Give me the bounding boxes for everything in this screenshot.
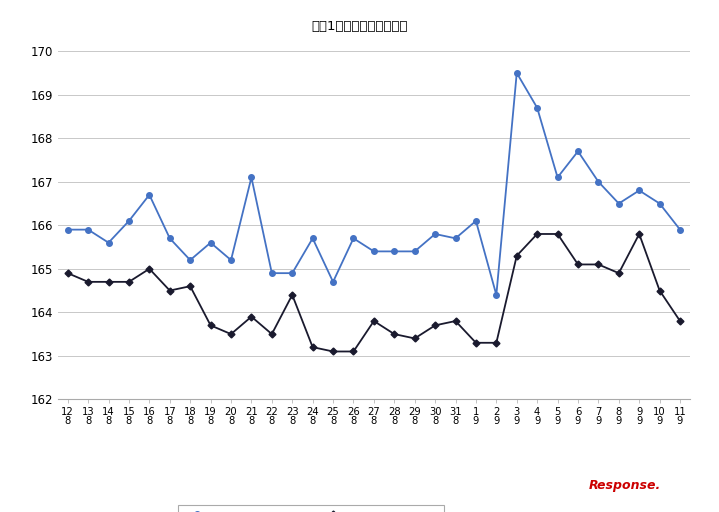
Text: 8: 8	[289, 416, 296, 426]
Text: 17: 17	[163, 407, 176, 417]
Text: 9: 9	[595, 416, 602, 426]
Text: 8: 8	[350, 416, 357, 426]
Text: 7: 7	[595, 407, 602, 417]
Text: 9: 9	[493, 416, 500, 426]
Text: 9: 9	[534, 416, 541, 426]
Text: 8: 8	[187, 416, 193, 426]
Text: 18: 18	[184, 407, 196, 417]
Text: 30: 30	[429, 407, 441, 417]
Text: 22: 22	[265, 407, 278, 417]
Text: 9: 9	[513, 416, 520, 426]
Text: 4: 4	[534, 407, 540, 417]
Text: 8: 8	[411, 416, 418, 426]
Text: 8: 8	[452, 416, 459, 426]
Text: 9: 9	[615, 416, 622, 426]
Text: 最近1ヶ月のハイオク価格: 最近1ヶ月のハイオク価格	[311, 20, 408, 33]
Text: 2: 2	[493, 407, 500, 417]
Text: 8: 8	[146, 416, 152, 426]
Text: 8: 8	[309, 416, 316, 426]
Text: 21: 21	[245, 407, 258, 417]
Text: 9: 9	[636, 416, 642, 426]
Text: 9: 9	[473, 416, 479, 426]
Text: 28: 28	[388, 407, 400, 417]
Text: 16: 16	[143, 407, 156, 417]
Text: Response.: Response.	[590, 479, 661, 492]
Text: 6: 6	[574, 407, 581, 417]
Text: 9: 9	[554, 416, 561, 426]
Text: 12: 12	[61, 407, 74, 417]
Text: 1: 1	[473, 407, 479, 417]
Text: 9: 9	[636, 407, 642, 417]
Text: 8: 8	[126, 416, 132, 426]
Text: 8: 8	[106, 416, 111, 426]
Text: 23: 23	[286, 407, 298, 417]
Text: 8: 8	[228, 416, 234, 426]
Text: 8: 8	[85, 416, 91, 426]
Text: 29: 29	[408, 407, 421, 417]
Text: 8: 8	[615, 407, 622, 417]
Text: 8: 8	[65, 416, 71, 426]
Text: 9: 9	[574, 416, 581, 426]
Text: 11: 11	[674, 407, 687, 417]
Text: 24: 24	[306, 407, 319, 417]
Text: 3: 3	[513, 407, 520, 417]
Text: 20: 20	[225, 407, 237, 417]
Text: 19: 19	[204, 407, 217, 417]
Text: 9: 9	[677, 416, 683, 426]
Text: 8: 8	[371, 416, 377, 426]
Text: 8: 8	[167, 416, 173, 426]
Text: 15: 15	[122, 407, 135, 417]
Text: 8: 8	[269, 416, 275, 426]
Text: 25: 25	[326, 407, 339, 417]
Text: 14: 14	[102, 407, 115, 417]
Text: 31: 31	[449, 407, 462, 417]
Legend: ハイオク看板価格（円／L）, ハイオク実売価格（円／L）: ハイオク看板価格（円／L）, ハイオク実売価格（円／L）	[178, 505, 444, 512]
Text: 26: 26	[347, 407, 360, 417]
Text: 8: 8	[330, 416, 336, 426]
Text: 9: 9	[656, 416, 663, 426]
Text: 8: 8	[391, 416, 398, 426]
Text: 8: 8	[248, 416, 255, 426]
Text: 8: 8	[432, 416, 439, 426]
Text: 13: 13	[82, 407, 94, 417]
Text: 8: 8	[208, 416, 214, 426]
Text: 27: 27	[367, 407, 380, 417]
Text: 10: 10	[654, 407, 666, 417]
Text: 5: 5	[554, 407, 561, 417]
